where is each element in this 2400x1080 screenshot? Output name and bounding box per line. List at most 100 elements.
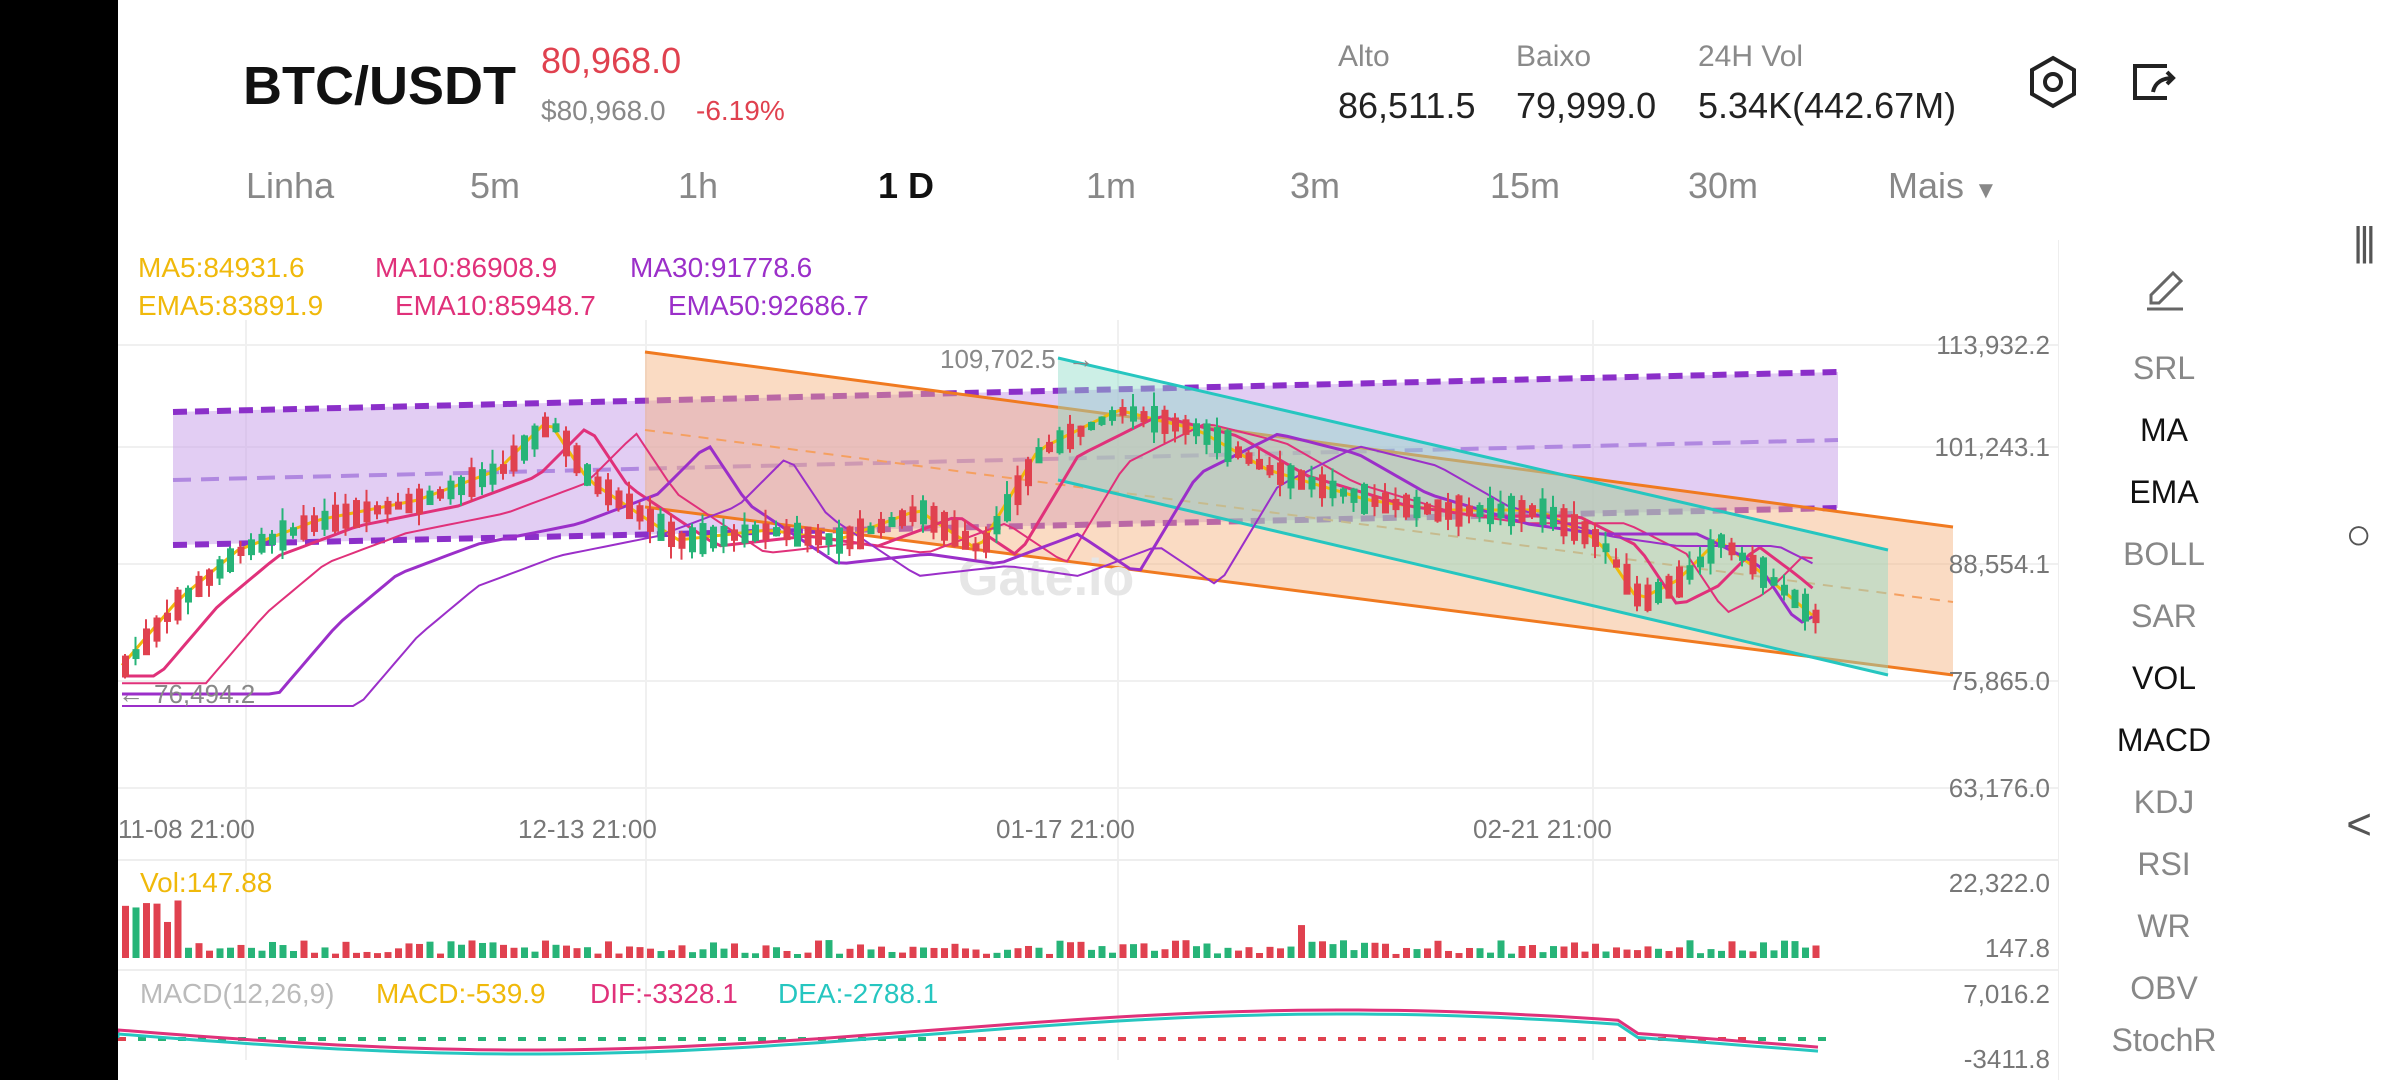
- candle-body: [689, 527, 696, 553]
- macd-histogram-bar: [1038, 1037, 1046, 1041]
- volume-bar: [153, 903, 161, 958]
- candle-body: [972, 543, 980, 552]
- recent-apps-icon[interactable]: |||: [2352, 220, 2376, 264]
- volume-bar: [1697, 953, 1704, 958]
- candle-body: [1424, 503, 1431, 515]
- volume-bar: [699, 949, 707, 958]
- high-value: 86,511.5: [1338, 85, 1476, 126]
- tab-30m[interactable]: 30m: [1688, 165, 1759, 206]
- candle-body: [909, 506, 917, 522]
- price-tick: 63,176.0: [1949, 773, 2050, 803]
- candle-body: [1550, 506, 1557, 528]
- purple-channel: [173, 372, 1838, 545]
- indicator-macd[interactable]: MACD: [2116, 722, 2212, 758]
- indicator-vol[interactable]: VOL: [2131, 660, 2197, 696]
- candle-body: [1035, 447, 1043, 464]
- indicator-ma[interactable]: MA: [2140, 412, 2188, 448]
- volume-bar: [1193, 946, 1200, 958]
- indicator-kdj[interactable]: KDJ: [2133, 784, 2195, 820]
- share-icon[interactable]: [2123, 52, 2183, 112]
- indicator-wr[interactable]: WR: [2137, 908, 2191, 944]
- candle-body: [122, 655, 129, 678]
- volume-bar: [794, 953, 801, 958]
- vol24-value: 5.34K(442.67M): [1698, 85, 1957, 126]
- indicator-rsi[interactable]: RSI: [2137, 846, 2191, 882]
- candle-body: [1382, 492, 1389, 514]
- indicator-obv[interactable]: OBV: [2130, 970, 2198, 1006]
- volume-bar: [1529, 945, 1536, 958]
- volume-bar: [773, 947, 780, 958]
- indicator-boll[interactable]: BOLL: [2123, 536, 2205, 572]
- volume-bar: [300, 940, 308, 958]
- volume-bar: [1623, 949, 1631, 958]
- volume-label: Vol:147.88: [140, 867, 272, 898]
- volume-bar: [332, 953, 339, 958]
- candle-body: [489, 463, 497, 485]
- candle-body: [1634, 583, 1641, 607]
- back-icon[interactable]: <: [2346, 800, 2372, 849]
- volume-bar: [1224, 947, 1232, 958]
- tab-1h[interactable]: 1h: [678, 165, 719, 206]
- tab-15m[interactable]: 15m: [1490, 165, 1561, 206]
- tab-1m[interactable]: 1m: [1086, 165, 1137, 206]
- time-tick: 01-17 21:00: [996, 814, 1135, 844]
- volume-bar: [1361, 942, 1368, 958]
- pencil-icon[interactable]: [2139, 265, 2189, 315]
- tab-1d[interactable]: 1 D: [878, 165, 935, 206]
- candle-body: [248, 539, 255, 556]
- volume-bar: [363, 951, 371, 958]
- candle-body: [815, 530, 822, 546]
- candle-body: [1056, 430, 1064, 454]
- candle-body: [1403, 494, 1410, 518]
- time-tick: 02-21 21:00: [1473, 814, 1612, 844]
- timeframe-tabs: Linha 5m 1h 1 D 1m 3m 15m 30m Mais ▼: [118, 165, 2265, 225]
- tab-linha[interactable]: Linha: [246, 165, 335, 206]
- macd-histogram-bar: [678, 1037, 686, 1041]
- volume-bar: [1676, 947, 1683, 958]
- time-tick: 12-13 21:00: [518, 814, 657, 844]
- price-tick: 88,554.1: [1949, 549, 2050, 579]
- watermark-text: Gate.io: [958, 549, 1134, 607]
- volume-bar: [888, 951, 896, 958]
- candle-body: [951, 519, 959, 547]
- indicator-ema[interactable]: EMA: [2129, 474, 2199, 510]
- candle-body: [741, 524, 749, 544]
- candle-body: [447, 480, 455, 500]
- volume-bar: [1046, 953, 1053, 958]
- volume-bar: [825, 940, 833, 958]
- volume-bar: [174, 900, 182, 958]
- volume-bar: [1644, 946, 1652, 958]
- price-axis: 113,932.2 101,243.1 88,554.1 75,865.0 63…: [1934, 330, 2050, 803]
- candle-body: [1193, 423, 1200, 437]
- candle-body: [405, 493, 413, 514]
- candle-body: [500, 464, 507, 474]
- candle-body: [153, 617, 161, 642]
- hexagon-settings-icon[interactable]: [2023, 52, 2083, 112]
- candle-body: [1151, 405, 1158, 433]
- volume-bar: [1161, 949, 1169, 958]
- candle-body: [678, 533, 686, 549]
- candle-body: [825, 533, 833, 546]
- macd-histogram-bar: [1678, 1037, 1686, 1041]
- volume-bar: [720, 948, 728, 958]
- chart-area[interactable]: MA5:84931.6 MA10:86908.9 MA30:91778.6 EM…: [118, 240, 2058, 1080]
- tab-5m[interactable]: 5m: [470, 165, 521, 206]
- indicator-sar[interactable]: SAR: [2131, 598, 2197, 634]
- tab-3m[interactable]: 3m: [1290, 165, 1341, 206]
- volume-bar: [636, 947, 644, 958]
- indicator-stochr[interactable]: StochR: [2111, 1022, 2217, 1058]
- candle-body: [1497, 503, 1505, 519]
- volume-bar: [405, 943, 413, 958]
- volume-bar: [878, 946, 885, 958]
- candle-body: [1172, 417, 1179, 432]
- legend-ema5: EMA5:83891.9: [138, 290, 324, 321]
- home-icon[interactable]: ○: [2345, 510, 2372, 559]
- tab-mais[interactable]: Mais ▼: [1888, 165, 1998, 207]
- volume-bar: [542, 940, 549, 958]
- volume-bar: [1424, 948, 1431, 958]
- macd-histogram-bar: [1218, 1037, 1226, 1041]
- volume-bar: [920, 947, 927, 958]
- indicator-srl[interactable]: SRL: [2132, 350, 2196, 386]
- volume-bar: [1812, 945, 1820, 958]
- candle-body: [1319, 474, 1326, 499]
